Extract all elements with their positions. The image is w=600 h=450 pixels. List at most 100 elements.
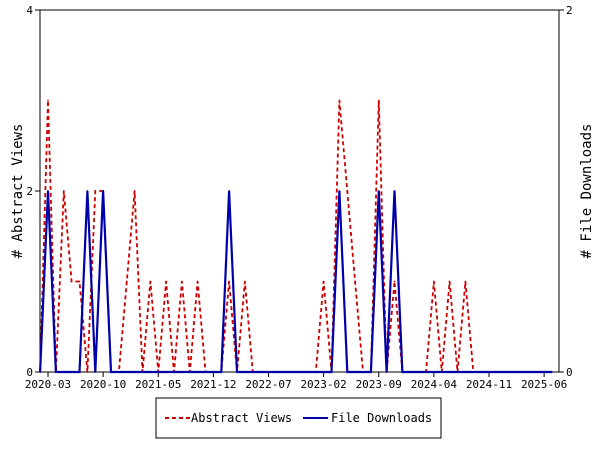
data-point: [472, 371, 475, 373]
data-point: [283, 371, 286, 373]
data-point: [519, 371, 522, 373]
data-point: [314, 371, 317, 373]
data-point: [377, 99, 380, 102]
plot-frame: [39, 9, 560, 373]
data-point: [377, 190, 380, 192]
data-point: [330, 371, 333, 373]
left-tick-label-2: 2: [26, 185, 33, 198]
legend-box: [155, 397, 442, 439]
data-point: [393, 280, 396, 283]
data-point: [496, 371, 498, 373]
data-point: [86, 371, 89, 373]
data-point: [181, 280, 183, 283]
data-point: [346, 371, 349, 373]
x-tick-label: 2021-12: [190, 378, 236, 391]
x-tick-label: 2023-02: [300, 378, 346, 391]
data-point: [322, 371, 325, 373]
x-tick-label: 2024-11: [466, 378, 512, 391]
data-point: [385, 371, 388, 373]
data-point: [244, 280, 246, 283]
data-point: [275, 371, 278, 373]
data-point: [102, 190, 104, 192]
data-point: [228, 190, 231, 192]
data-point: [62, 190, 65, 192]
x-tick-label: 2020-10: [80, 378, 126, 391]
data-point: [78, 280, 81, 283]
data-point: [86, 190, 89, 192]
data-point: [259, 371, 262, 373]
data-point: [354, 280, 356, 283]
data-point: [181, 371, 183, 373]
data-point: [188, 371, 191, 373]
x-tick-label: 2024-04: [411, 378, 458, 391]
data-point: [94, 190, 97, 192]
right-tick-label-0: 0: [566, 366, 573, 379]
data-point: [149, 371, 152, 373]
data-point: [456, 371, 459, 373]
data-point: [488, 371, 490, 373]
data-point: [125, 371, 128, 373]
data-point: [543, 371, 545, 373]
data-point: [551, 371, 553, 373]
data-point: [149, 280, 152, 283]
data-point: [480, 371, 482, 373]
data-point: [212, 371, 215, 373]
x-tick-label: 2021-05: [135, 378, 181, 391]
data-point: [393, 190, 396, 192]
data-point: [433, 371, 435, 373]
data-point: [62, 371, 65, 373]
data-point: [511, 371, 514, 373]
data-point: [173, 371, 175, 373]
data-point: [165, 371, 168, 373]
data-point: [47, 190, 49, 192]
data-point: [401, 371, 404, 373]
data-point: [267, 371, 270, 373]
data-point: [133, 371, 136, 373]
data-point: [220, 371, 223, 373]
data-point: [196, 280, 199, 283]
data-point: [433, 280, 435, 283]
data-point: [204, 371, 207, 373]
data-point: [362, 371, 364, 373]
data-point: [291, 371, 293, 373]
data-point: [165, 280, 168, 283]
data-point: [448, 280, 451, 283]
data-point: [503, 371, 506, 373]
data-point: [464, 371, 467, 373]
data-point: [338, 190, 341, 192]
x-tick-label: 2020-03: [25, 378, 71, 391]
data-point: [70, 371, 73, 373]
data-point: [448, 371, 451, 373]
series-layer: [39, 99, 553, 374]
data-point: [47, 99, 49, 102]
data-point: [228, 280, 231, 283]
left-axis: 4 2 0: [26, 4, 40, 379]
data-point: [535, 371, 538, 373]
data-point: [244, 371, 246, 373]
legend: Abstract Views File Downloads: [155, 397, 442, 439]
data-point: [110, 371, 112, 373]
left-axis-title: # Abstract Views: [10, 124, 26, 259]
data-point: [118, 371, 120, 373]
series-line-file-downloads: [39, 190, 552, 374]
x-axis: 2020-03 2020-10 2021-05 2021-12 2022-07 2023-…: [25, 372, 567, 391]
data-point: [338, 99, 341, 102]
data-point: [527, 371, 530, 373]
data-point: [78, 371, 81, 373]
data-point: [133, 190, 136, 192]
legend-label-abstract-views: Abstract Views: [191, 411, 292, 425]
series-line-abstract-views: [39, 100, 552, 373]
data-point: [322, 280, 325, 283]
data-point: [409, 371, 412, 373]
x-tick-label: 2025-06: [521, 378, 567, 391]
x-tick-label: 2022-07: [245, 378, 291, 391]
data-point: [196, 371, 199, 373]
data-point: [157, 371, 160, 373]
data-point: [141, 371, 144, 373]
data-point: [346, 190, 349, 192]
right-tick-label-2: 2: [566, 4, 573, 17]
data-point: [125, 280, 128, 283]
left-tick-label-0: 0: [26, 366, 33, 379]
x-tick-label: 2023-09: [356, 378, 402, 391]
